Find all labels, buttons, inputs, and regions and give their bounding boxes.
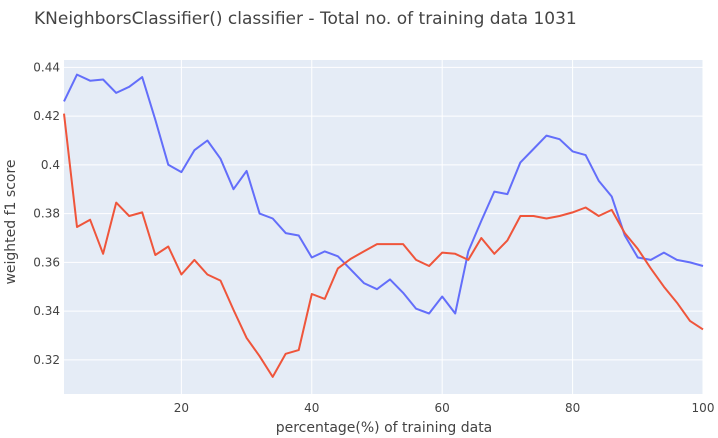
y-tick-label: 0.32 <box>33 353 60 367</box>
y-tick-label: 0.44 <box>33 60 60 74</box>
series-lines <box>63 73 704 378</box>
plot-area <box>64 60 703 394</box>
x-tick-label: 100 <box>692 401 715 415</box>
x-tick-label: 20 <box>174 401 189 415</box>
y-axis-label: weighted f1 score <box>3 159 19 284</box>
x-tick-label: 60 <box>435 401 450 415</box>
y-tick-label: 0.34 <box>33 304 60 318</box>
grid-lines <box>64 60 704 394</box>
y-axis-ticks: 0.32 0.34 0.36 0.38 0.4 0.42 0.44 <box>33 60 60 367</box>
y-tick-label: 0.38 <box>33 207 60 221</box>
y-tick-label: 0.36 <box>33 255 60 269</box>
x-tick-label: 40 <box>304 401 319 415</box>
x-tick-label: 80 <box>565 401 580 415</box>
series-line-red[interactable] <box>63 113 704 378</box>
x-axis-label: percentage(%) of training data <box>276 420 493 436</box>
chart-title: KNeighborsClassifier() classifier - Tota… <box>34 9 577 29</box>
series-line-blue[interactable] <box>63 73 704 315</box>
x-axis-ticks: 20 40 60 80 100 <box>174 401 715 415</box>
y-tick-label: 0.4 <box>41 158 60 172</box>
y-tick-label: 0.42 <box>33 109 60 123</box>
